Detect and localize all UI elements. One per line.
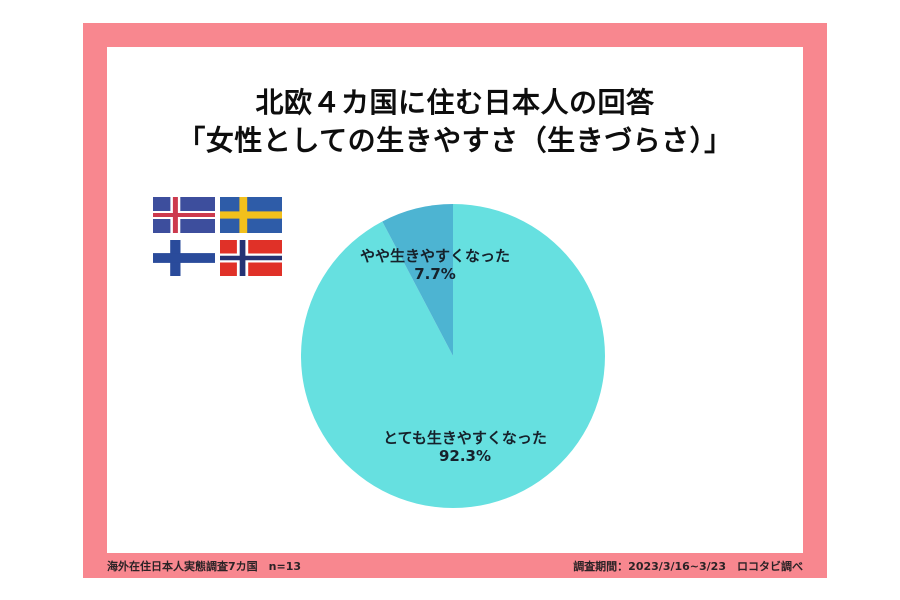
slice-label-much-easier: とても生きやすくなった 92.3%	[355, 429, 575, 465]
survey-source-note: 海外在住日本人実態調査7カ国 n=13	[107, 560, 302, 573]
slice-label-pct: 7.7%	[414, 265, 456, 283]
chart-title-line2: 「女性としての生きやすさ（生きづらさ）」	[177, 124, 733, 157]
pie-chart-container	[300, 204, 605, 509]
slice-label-somewhat-easier: やや生きやすくなった 7.7%	[325, 247, 545, 283]
iceland-flag-icon	[153, 197, 215, 233]
chart-title-line1: 北欧４カ国に住む日本人の回答	[255, 86, 655, 119]
finland-flag-icon	[153, 240, 215, 276]
survey-period-note: 調査期間：2023/3/16~3/23 ロコタビ調べ	[573, 560, 803, 573]
pie-slice-0	[300, 204, 605, 509]
chart-title: 北欧４カ国に住む日本人の回答 「女性としての生きやすさ（生きづらさ）」	[107, 84, 803, 160]
nordic-flags-grid	[153, 197, 283, 276]
norway-flag-icon	[220, 240, 282, 276]
pie-chart	[300, 204, 605, 509]
sweden-flag-icon	[220, 197, 282, 233]
slice-label-pct: 92.3%	[438, 447, 492, 465]
slice-label-text: とても生きやすくなった	[383, 429, 547, 447]
slice-label-text: やや生きやすくなった	[359, 247, 510, 265]
pie-slice-1	[382, 204, 453, 356]
